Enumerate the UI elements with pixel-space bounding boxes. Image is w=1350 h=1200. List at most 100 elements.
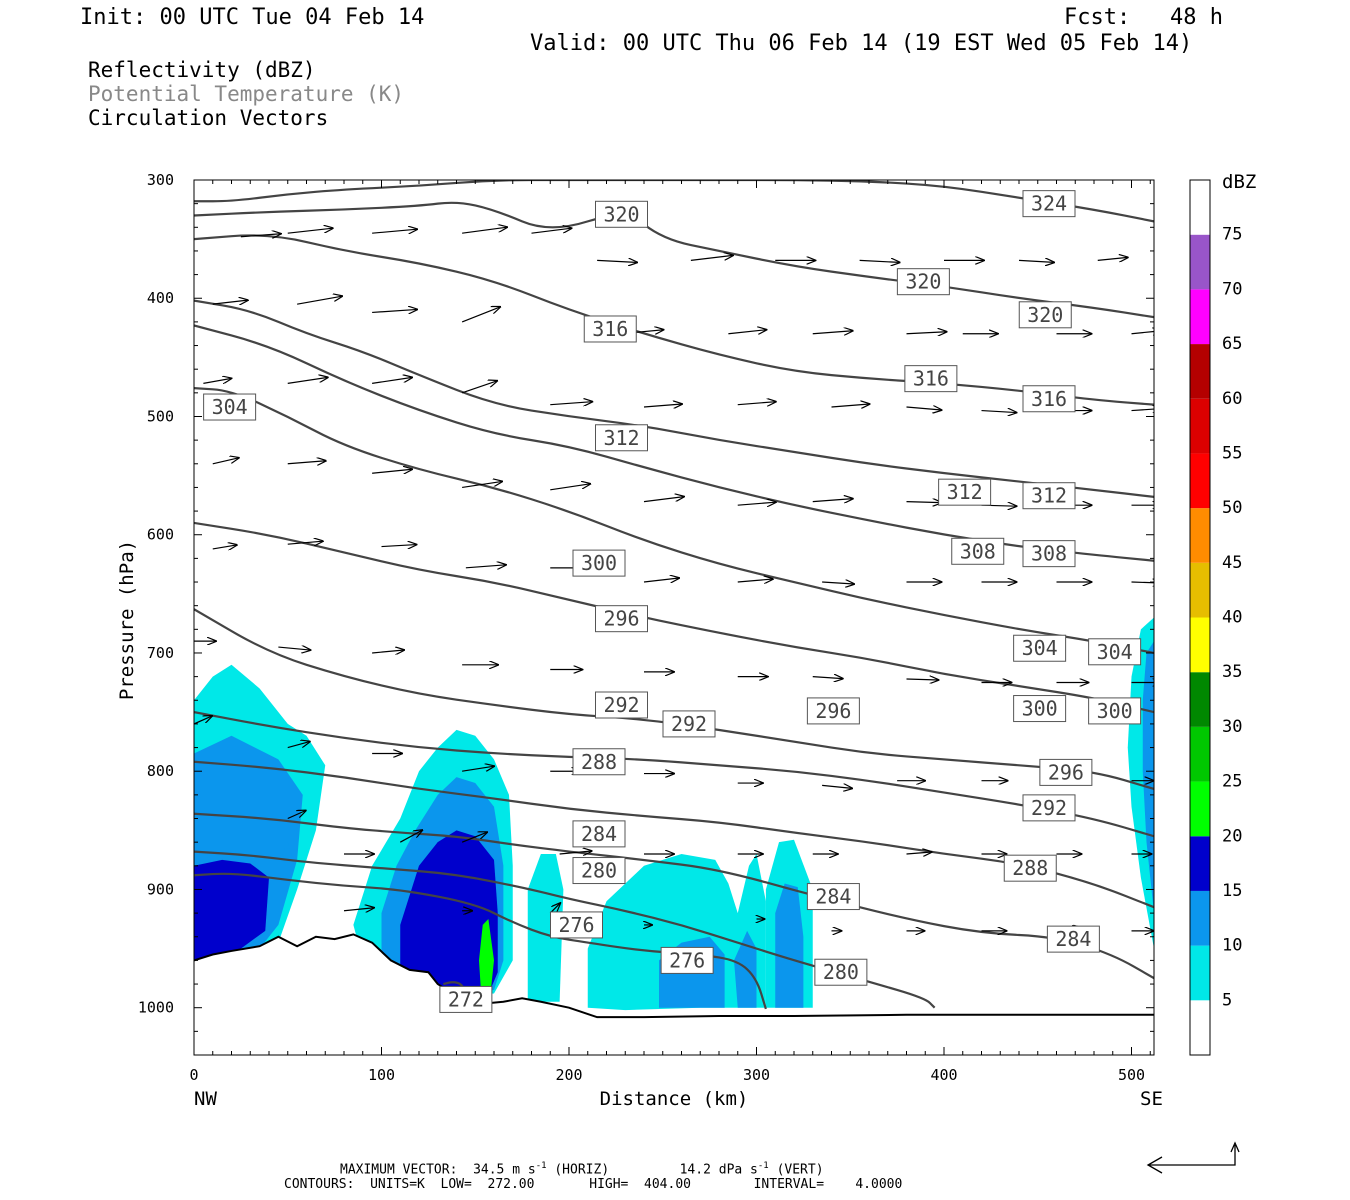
- colorbar-bin-20: [1190, 781, 1210, 837]
- circulation-vector: [597, 260, 637, 262]
- circulation-vector: [1097, 257, 1128, 260]
- contour-label-312: 312: [1022, 482, 1076, 510]
- circulation-vector: [812, 677, 843, 679]
- svg-text:304: 304: [1097, 640, 1133, 664]
- svg-text:304: 304: [1022, 636, 1058, 660]
- svg-text:304: 304: [212, 395, 248, 419]
- circulation-vector: [1131, 331, 1154, 334]
- contour-label-284: 284: [806, 883, 860, 911]
- colorbar-bin-40: [1190, 562, 1210, 618]
- x-tick-label: 100: [368, 1066, 395, 1084]
- contour-label-316: 316: [583, 315, 637, 343]
- theta-contour-320: [194, 201, 1154, 319]
- theta-contour-312: [194, 299, 1154, 498]
- theta-contour-292: [194, 711, 1154, 838]
- svg-text:296: 296: [815, 699, 851, 723]
- contour-label-276: 276: [660, 946, 714, 974]
- field-reflectivity: Reflectivity (dBZ): [88, 58, 316, 82]
- contour-label-300: 300: [1013, 695, 1067, 723]
- colorbar-tick-label: 30: [1222, 717, 1242, 737]
- reflectivity-region-15dbz: [194, 859, 269, 961]
- circulation-vector: [906, 407, 942, 410]
- colorbar-tick-label: 55: [1222, 443, 1242, 463]
- colorbar-bin-below: [1190, 1000, 1210, 1055]
- colorbar-tick-label: 50: [1222, 498, 1242, 518]
- svg-text:276: 276: [558, 913, 594, 937]
- svg-text:300: 300: [1097, 699, 1133, 723]
- contour-label-304: 304: [1088, 638, 1142, 666]
- circulation-vector: [278, 647, 310, 650]
- circulation-vector: [372, 650, 404, 653]
- circulation-vector: [643, 497, 684, 503]
- x-tick-label: 200: [555, 1066, 582, 1084]
- colorbar-tick-label: 45: [1222, 553, 1242, 573]
- circulation-vector: [737, 402, 776, 405]
- left-end-label: NW: [194, 1088, 217, 1110]
- contour-label-296: 296: [1039, 758, 1093, 786]
- circulation-vector: [462, 227, 507, 234]
- circulation-vector: [1018, 260, 1054, 262]
- colorbar-bin-10: [1190, 890, 1210, 946]
- svg-text:272: 272: [448, 987, 484, 1011]
- forecast-hour: Fcst: 48 h: [1064, 5, 1223, 30]
- colorbar-frame: [1189, 179, 1211, 1056]
- valid-time: Valid: 00 UTC Thu 06 Feb 14 (19 EST Wed …: [530, 31, 1193, 56]
- circulation-vector: [343, 908, 374, 911]
- contour-label-292: 292: [1022, 794, 1076, 822]
- y-tick-label: 600: [147, 526, 174, 544]
- contour-label-300: 300: [572, 549, 626, 577]
- max-vector-line: MAXIMUM VECTOR: 34.5 m s-1 (HORIZ) 14.2 …: [340, 1158, 824, 1178]
- circulation-vector: [372, 229, 417, 233]
- theta-contour-324: [194, 180, 1154, 223]
- contour-label-276: 276: [550, 911, 603, 939]
- circulation-vector: [194, 716, 212, 725]
- svg-text:292: 292: [603, 693, 639, 717]
- circulation-vector: [287, 228, 333, 234]
- svg-text:300: 300: [581, 551, 617, 575]
- reference-vector-icon: [1146, 1141, 1240, 1174]
- contour-label-320: 320: [1018, 301, 1072, 329]
- x-tick-label: 400: [930, 1066, 957, 1084]
- circulation-vector: [462, 481, 502, 489]
- circulation-vector: [550, 402, 592, 405]
- field-circulation-vectors: Circulation Vectors: [88, 106, 329, 130]
- contour-label-304: 304: [1013, 634, 1067, 662]
- colorbar-tick-label: 75: [1222, 225, 1242, 245]
- circulation-vector: [1131, 582, 1154, 583]
- circulation-vector: [212, 458, 239, 465]
- svg-text:308: 308: [960, 539, 996, 563]
- colorbar-bin-30: [1190, 672, 1210, 727]
- contour-label-308: 308: [951, 537, 1005, 565]
- circulation-vector: [812, 499, 853, 502]
- contour-label-300: 300: [1088, 697, 1142, 725]
- contour-label-296: 296: [806, 697, 860, 725]
- svg-text:308: 308: [1031, 542, 1067, 566]
- svg-text:316: 316: [1031, 387, 1067, 411]
- circulation-vector: [287, 377, 328, 384]
- contour-label-320: 320: [896, 268, 950, 296]
- svg-text:288: 288: [581, 750, 617, 774]
- svg-text:284: 284: [581, 822, 617, 846]
- contour-label-320: 320: [595, 200, 648, 228]
- terrain-mask: [194, 934, 1154, 1055]
- colorbar-tick-label: 70: [1222, 279, 1242, 299]
- svg-text:292: 292: [671, 712, 707, 736]
- circulation-vector: [812, 331, 853, 334]
- circulation-vector: [372, 377, 412, 384]
- circulation-vector: [550, 484, 590, 491]
- reflectivity-region-10dbz: [282, 842, 294, 872]
- circulation-vector: [212, 545, 237, 549]
- colorbar-tick-label: 25: [1222, 772, 1242, 792]
- horiz-exponent: -1: [535, 1161, 547, 1171]
- contour-label-296: 296: [595, 605, 648, 633]
- contour-label-308: 308: [1022, 540, 1076, 568]
- colorbar-bin-15: [1190, 836, 1210, 891]
- contour-label-284: 284: [572, 820, 626, 848]
- colorbar-tick-label: 35: [1222, 662, 1242, 682]
- svg-text:312: 312: [947, 480, 983, 504]
- y-tick-label: 500: [147, 407, 174, 425]
- contour-label-292: 292: [595, 691, 648, 719]
- svg-text:320: 320: [905, 270, 941, 294]
- circulation-vector: [737, 502, 776, 505]
- contour-label-284: 284: [1046, 925, 1100, 953]
